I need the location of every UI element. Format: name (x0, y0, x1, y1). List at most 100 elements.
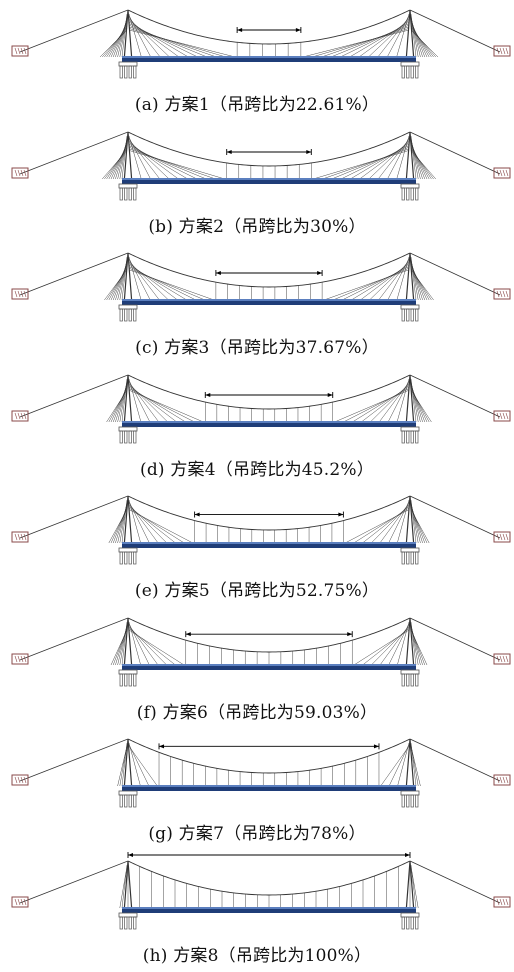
bridge-deck (122, 785, 416, 791)
panel-caption: (e) 方案5（吊跨比为52.75%） (134, 581, 380, 601)
right-pier (400, 669, 420, 686)
left-pier (118, 912, 138, 929)
bridge-deck (122, 299, 416, 305)
right-tower (405, 738, 415, 792)
left-anchorage (11, 45, 29, 57)
right-tower (405, 860, 415, 913)
hangers (158, 752, 380, 786)
right-pier (400, 304, 420, 322)
hangers (226, 162, 312, 179)
main-cable (127, 131, 411, 166)
left-anchorage (11, 531, 29, 543)
right-tower (405, 374, 415, 427)
right-pier (400, 547, 420, 565)
right-tower (405, 9, 415, 63)
bridge-elevation-drawing (11, 738, 511, 808)
left-pier (118, 669, 138, 686)
panel-caption: (h) 方案8（吊跨比为100%） (142, 945, 372, 966)
main-cable (127, 374, 411, 409)
bridge-deck (122, 420, 416, 427)
left-anchorage (11, 288, 29, 300)
scheme-panel: (c) 方案3（吊跨比为37.67%） (0, 243, 514, 358)
right-anchorage (493, 410, 511, 421)
panel-caption: (d) 方案4（吊跨比为45.2%） (140, 459, 374, 480)
left-tower (123, 9, 133, 63)
hangers (205, 401, 333, 422)
right-tower (405, 131, 415, 184)
scheme-panel: (f) 方案6（吊跨比为59.03%） (0, 608, 514, 723)
bridge-elevation-drawing (11, 9, 511, 79)
stay-cables (119, 864, 419, 908)
suspended-span-dimension (236, 27, 302, 33)
stay-cables (102, 135, 436, 179)
bridge-elevation-drawing (11, 374, 511, 443)
bridge-elevation-drawing (11, 495, 511, 565)
right-tower (405, 495, 415, 549)
left-anchorage (11, 167, 29, 178)
main-cable (127, 252, 411, 288)
backstay-cables (19, 495, 501, 539)
left-tower (123, 617, 133, 670)
scheme-panel: (b) 方案2（吊跨比为30%） (0, 122, 514, 237)
right-pier (400, 912, 420, 929)
bridge-deck (122, 177, 416, 184)
left-anchorage (11, 653, 29, 664)
right-pier (400, 61, 420, 79)
suspended-span-dimension (158, 743, 380, 750)
right-pier (400, 426, 420, 443)
left-pier (118, 790, 138, 808)
scheme-panel: (g) 方案7（吊跨比为78%） (0, 729, 514, 844)
bridge-deck (122, 906, 416, 913)
left-anchorage (11, 896, 29, 907)
left-tower (123, 860, 133, 913)
right-tower (405, 617, 415, 670)
main-cable (127, 738, 411, 774)
backstay-cables (19, 131, 501, 174)
left-tower (123, 495, 133, 549)
backstay-cables (19, 374, 501, 417)
stay-cables (117, 742, 421, 787)
right-anchorage (493, 167, 511, 178)
suspended-span-dimension (226, 148, 312, 155)
left-pier (118, 61, 138, 79)
scheme-panel: (d) 方案4（吊跨比为45.2%） (0, 365, 514, 480)
panel-caption: (f) 方案6（吊跨比为59.03%） (136, 702, 378, 723)
panel-caption: (g) 方案7（吊跨比为78%） (148, 824, 366, 844)
hangers (127, 860, 411, 908)
bridge-elevation-drawing (11, 617, 511, 686)
suspended-span-dimension (194, 511, 344, 518)
suspended-span-dimension (185, 630, 353, 637)
panel-caption: (c) 方案3（吊跨比为37.67%） (135, 338, 379, 358)
hangers (236, 42, 302, 57)
bridge-elevation-drawing (11, 252, 511, 322)
scheme-panel: (h) 方案8（吊跨比为100%） (0, 851, 514, 966)
backstay-cables (19, 9, 501, 53)
scheme-panel: (e) 方案5（吊跨比为52.75%） (0, 486, 514, 601)
right-anchorage (493, 653, 511, 664)
bridge-deck (122, 56, 416, 62)
left-anchorage (11, 774, 29, 786)
left-tower (123, 374, 133, 427)
bridge-elevation-drawing (11, 131, 511, 200)
stay-cables (108, 499, 430, 544)
right-anchorage (493, 45, 511, 57)
stay-cables (104, 256, 434, 301)
right-pier (400, 183, 420, 200)
backstay-cables (19, 860, 501, 903)
stay-cables (99, 13, 439, 58)
right-anchorage (493, 774, 511, 786)
left-tower (123, 131, 133, 184)
panel-caption: (b) 方案2（吊跨比为30%） (148, 216, 366, 237)
suspended-span-dimension (204, 391, 334, 398)
left-pier (118, 304, 138, 322)
suspended-span-dimension (127, 851, 411, 858)
right-anchorage (493, 288, 511, 300)
backstay-cables (19, 617, 501, 660)
suspended-span-dimension (215, 270, 323, 276)
right-tower (405, 252, 415, 306)
right-anchorage (493, 531, 511, 543)
left-tower (123, 252, 133, 306)
main-cable (127, 9, 411, 45)
left-tower (123, 738, 133, 792)
main-cable (127, 495, 411, 531)
